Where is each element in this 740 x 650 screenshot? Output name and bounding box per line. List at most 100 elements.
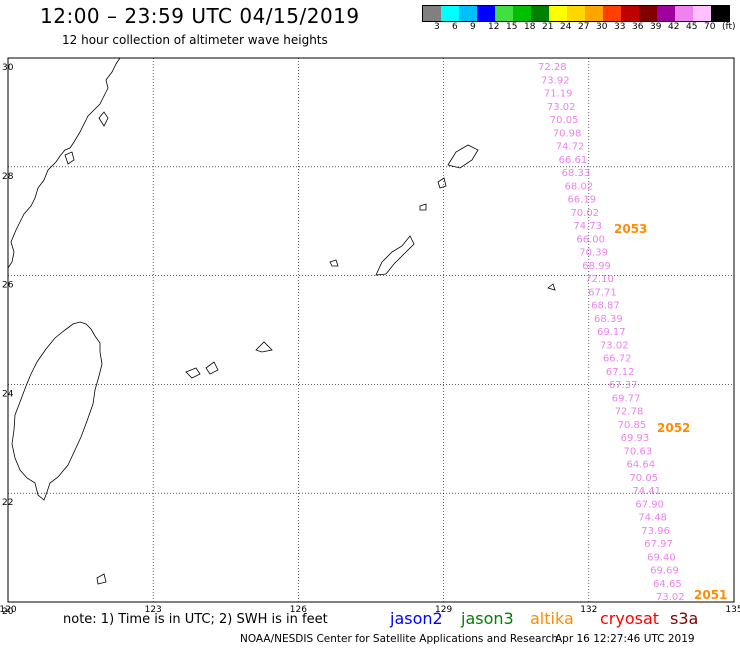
colorbar-swatch (549, 6, 567, 21)
wave-height-value: 69.93 (621, 433, 650, 444)
colorbar-swatch (495, 6, 513, 21)
amami-island (447, 144, 479, 169)
wave-height-value: 67.37 (609, 380, 638, 391)
wave-height-value: 70.39 (579, 248, 608, 259)
legend-jason3: jason3 (461, 609, 514, 628)
colorbar-label: 24 (560, 22, 572, 32)
wave-height-value: 71.19 (544, 89, 573, 100)
timestamp: Apr 16 12:27:46 UTC 2019 (555, 633, 695, 645)
wave-height-value: 72.28 (538, 62, 567, 73)
colorbar-label: 36 (632, 22, 644, 32)
colorbar-label: 6 (452, 22, 458, 32)
wave-height-value: 64.65 (653, 579, 682, 590)
wave-height-value: 70.02 (570, 208, 599, 219)
wave-height-value: 70.05 (550, 115, 579, 126)
altimeter-track: 72.28 73.92 71.19 73.02 70.05 70.98 74.72 66.61… (538, 62, 727, 603)
colorbar-label: 45 (686, 22, 698, 32)
chart-title: 12:00 – 23:59 UTC 04/15/2019 (40, 4, 360, 28)
colorbar-swatch (711, 6, 729, 21)
colorbar-swatch (639, 6, 657, 21)
colorbar-swatch (693, 6, 711, 21)
wave-height-value: 68.99 (582, 261, 611, 272)
track-time-label: 2052 (657, 421, 690, 435)
islet-1 (437, 177, 447, 189)
wave-height-value: 73.92 (541, 75, 570, 86)
colorbar-label: 21 (542, 22, 554, 32)
island-b (64, 151, 75, 165)
colorbar-swatch (459, 6, 477, 21)
colorbar-swatch (441, 6, 459, 21)
taiwan-coastline (11, 321, 103, 501)
wave-height-value: 66.61 (559, 155, 588, 166)
colorbar (422, 5, 730, 22)
wave-height-value: 73.02 (600, 340, 629, 351)
lon-tick-label: 126 (290, 605, 307, 615)
lon-tick-label: 123 (145, 605, 162, 615)
lat-tick-label: 24 (2, 389, 14, 399)
legend-s3a: s3a (670, 609, 699, 628)
lat-tick-label: 22 (2, 498, 13, 508)
wave-height-value: 74.72 (556, 142, 585, 153)
colorbar-label: 42 (668, 22, 680, 32)
wave-height-value: 73.02 (656, 592, 685, 603)
lat-tick-label: 28 (2, 172, 14, 182)
colorbar-swatch (657, 6, 675, 21)
yaeyama-island (205, 361, 219, 375)
yonaguni-island (255, 341, 273, 353)
footer-note: note: 1) Time is in UTC; 2) SWH is in fe… (63, 612, 328, 627)
wave-height-value: 66.19 (568, 195, 597, 206)
wave-height-value: 74.48 (638, 513, 667, 524)
islet-4 (547, 283, 556, 291)
wave-height-value: 67.97 (644, 539, 673, 550)
wave-height-value: 66.00 (576, 234, 605, 245)
wave-height-value: 68.33 (562, 168, 591, 179)
lon-tick-label: 120 (0, 605, 17, 615)
island-a (98, 111, 109, 127)
wave-height-value: 69.17 (597, 327, 626, 338)
colorbar-swatch (531, 6, 549, 21)
colorbar-swatch (567, 6, 585, 21)
track-time-label: 2051 (694, 588, 727, 602)
wave-height-value: 72.78 (615, 407, 644, 418)
colorbar-label: 18 (524, 22, 536, 32)
graticule (8, 58, 734, 602)
wave-height-value: 68.02 (565, 181, 594, 192)
wave-height-value: 72.10 (585, 274, 614, 285)
colorbar-label: 12 (488, 22, 500, 32)
wave-height-value: 68.39 (594, 314, 623, 325)
islet-2 (419, 203, 427, 211)
coastlines (7, 57, 556, 585)
colorbar-label: 39 (650, 22, 662, 32)
chart-subtitle: 12 hour collection of altimeter wave hei… (62, 33, 328, 47)
wave-height-value: 70.05 (629, 473, 658, 484)
china-coastline (7, 57, 121, 269)
wave-height-value: 70.63 (624, 446, 653, 457)
colorbar-label: (ft) (722, 22, 736, 32)
colorbar-label: 70 (704, 22, 716, 32)
colorbar-swatch (603, 6, 621, 21)
colorbar-label: 15 (506, 22, 518, 32)
legend-jason2: jason2 (390, 609, 443, 628)
wave-height-value: 73.96 (641, 526, 670, 537)
colorbar-label: 3 (434, 22, 440, 32)
wave-height-value: 69.40 (647, 552, 676, 563)
colorbar-swatch (585, 6, 603, 21)
lat-tick-label: 26 (2, 281, 14, 291)
colorbar-label: 9 (470, 22, 476, 32)
wave-height-value: 67.90 (635, 499, 664, 510)
miyako-island (185, 367, 201, 379)
wave-height-value: 69.77 (612, 393, 641, 404)
wave-height-value: 69.69 (650, 566, 679, 577)
wave-height-value: 67.71 (588, 287, 617, 298)
okinawa-island (375, 235, 415, 276)
credit-line: NOAA/NESDIS Center for Satellite Applica… (240, 633, 558, 645)
wave-height-value: 74.41 (632, 486, 661, 497)
colorbar-swatch (477, 6, 495, 21)
wave-height-value: 74.73 (573, 221, 602, 232)
wave-height-value: 70.98 (553, 128, 582, 139)
map-frame (7, 57, 735, 603)
lat-tick-label: 20 (2, 607, 14, 617)
wave-height-value: 70.85 (618, 420, 647, 431)
axis-ticks: 120 123 126 129 132 135 30 28 26 24 22 20 (0, 63, 740, 617)
